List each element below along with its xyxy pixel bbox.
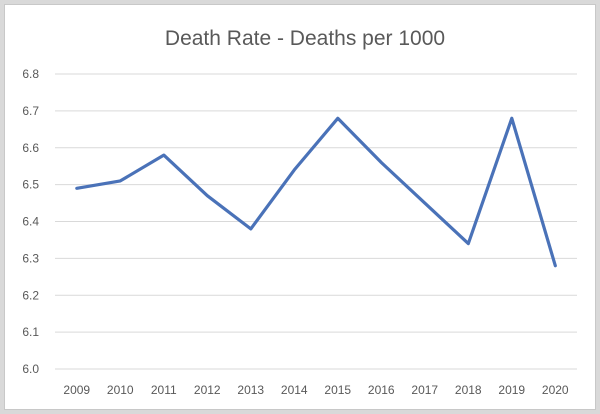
chart-card: Death Rate - Deaths per 1000 6.0 6.1 6.2 6.… (4, 4, 596, 410)
y-tick-label: 6.7 (22, 104, 39, 118)
x-tick-label: 2014 (281, 383, 308, 397)
x-tick-label: 2010 (107, 383, 134, 397)
y-axis-ticks: 6.0 6.1 6.2 6.3 6.4 6.5 6.6 6.7 6.8 (22, 67, 39, 376)
y-tick-label: 6.1 (22, 325, 39, 339)
x-tick-label: 2016 (368, 383, 395, 397)
y-tick-label: 6.2 (22, 288, 39, 302)
x-tick-label: 2015 (324, 383, 351, 397)
y-tick-label: 6.6 (22, 141, 39, 155)
y-tick-label: 6.0 (22, 362, 39, 376)
y-tick-label: 6.3 (22, 251, 39, 265)
y-tick-label: 6.5 (22, 178, 39, 192)
x-tick-label: 2017 (411, 383, 438, 397)
gridlines (55, 73, 577, 370)
series-line (75, 116, 557, 268)
line-chart: Death Rate - Deaths per 1000 6.06.16.26.… (22, 27, 577, 397)
y-tick-label: 6.4 (22, 215, 39, 229)
x-axis-ticks: 2009 2010 2011 2012 2013 2014 2015 2016 2017 2018… (63, 383, 569, 397)
x-tick-label: 2020 (542, 383, 569, 397)
x-tick-label: 2019 (498, 383, 525, 397)
x-tick-label: 2013 (237, 383, 264, 397)
x-tick-label: 2018 (455, 383, 482, 397)
y-tick-label: 6.8 (22, 67, 39, 81)
x-tick-label: 2011 (151, 383, 177, 397)
series-layer (75, 116, 557, 268)
chart-title: Death Rate - Deaths per 1000 (165, 27, 445, 50)
x-tick-label: 2009 (63, 383, 90, 397)
x-tick-label: 2012 (194, 383, 221, 397)
